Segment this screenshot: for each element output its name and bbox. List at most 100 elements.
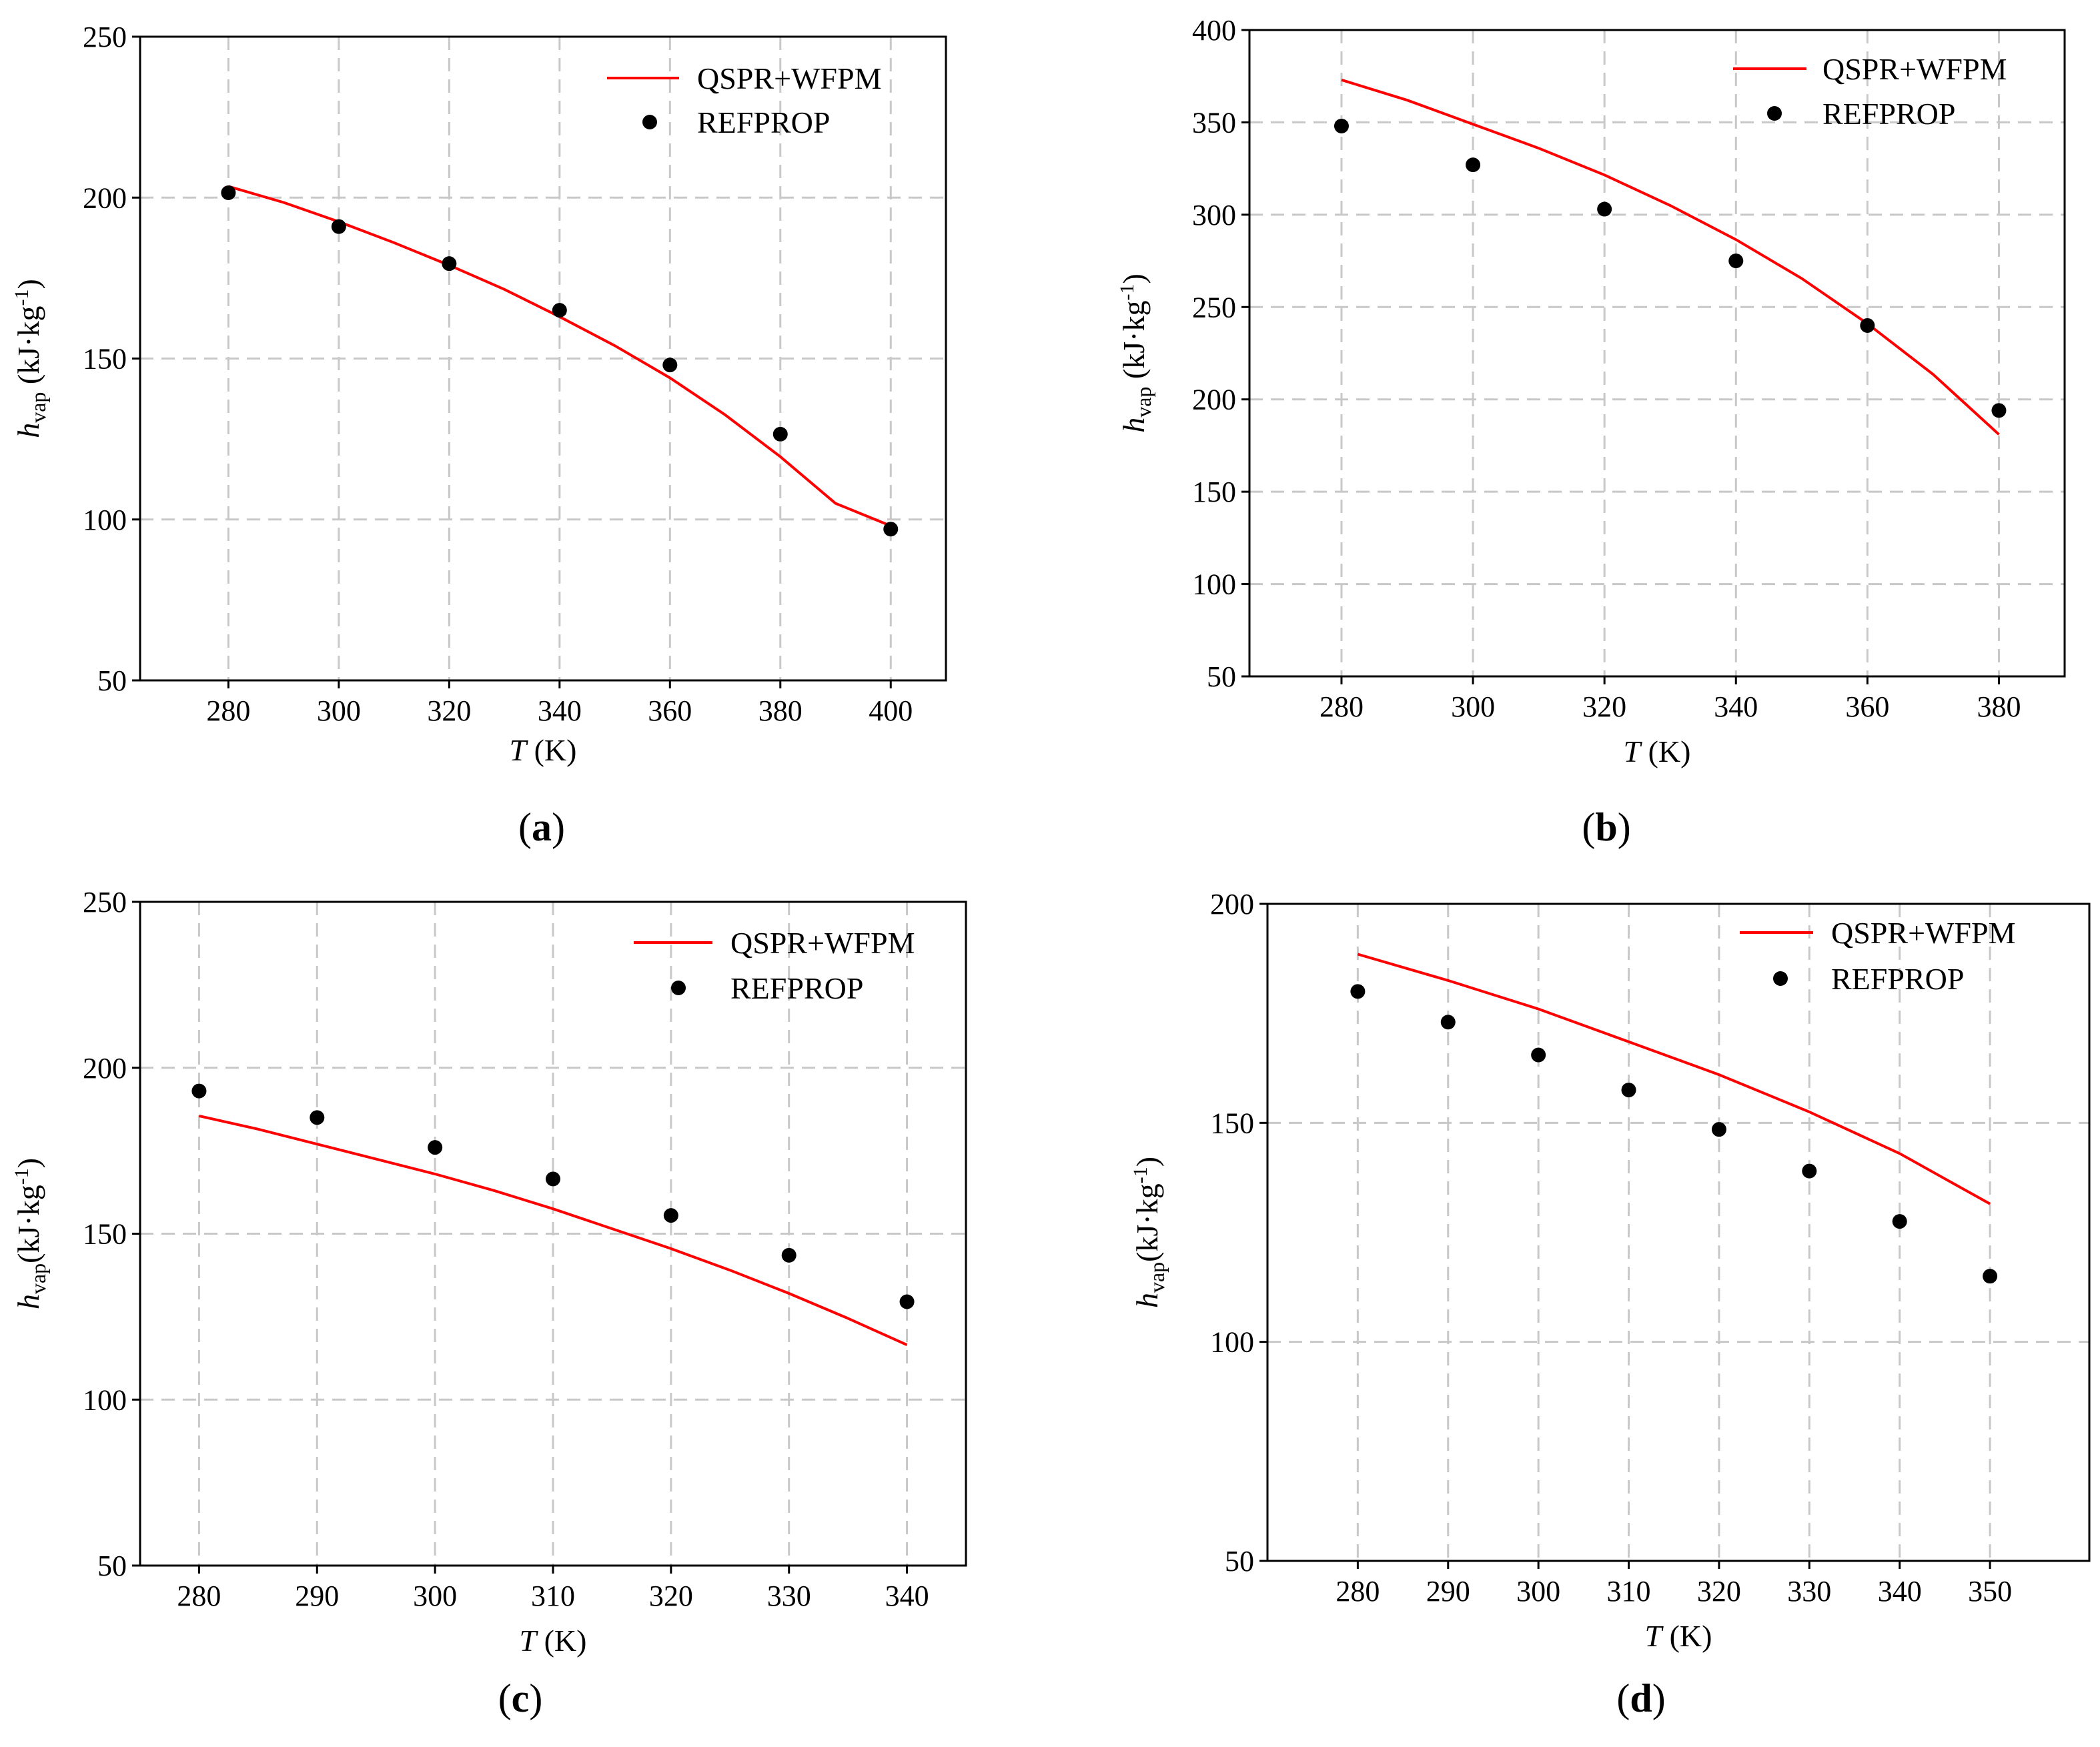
x-tick-label-d-330: 330 (1787, 1575, 1831, 1608)
panel-label-letter: a (532, 805, 552, 849)
x-tick-label-b-320: 320 (1582, 690, 1626, 723)
x-tick-label-d-340: 340 (1878, 1575, 1922, 1608)
data-point-refprop-d-290 (1440, 1015, 1456, 1030)
panel-label-paren-open: ( (1582, 805, 1595, 849)
y-axis-unit-close: ) (1117, 273, 1151, 283)
data-point-refprop-a-360 (662, 358, 678, 373)
y-axis-unit: (kJ·kg (1117, 301, 1151, 387)
data-point-refprop-b-340 (1728, 253, 1744, 269)
y-axis-unit-exponent: -1 (1116, 284, 1138, 301)
data-point-refprop-a-320 (442, 256, 457, 271)
plot-frame-d (1266, 903, 2091, 1562)
y-axis-unit: (kJ·kg (11, 1185, 45, 1263)
data-point-refprop-d-340 (1892, 1214, 1907, 1229)
x-tick-label-a-340: 340 (538, 694, 582, 727)
y-tick-label-c-150: 150 (83, 1218, 127, 1251)
y-axis-symbol: h (11, 1294, 45, 1309)
y-axis-subscript: vap (1145, 1262, 1169, 1293)
panel-label-letter: c (512, 1676, 530, 1720)
data-point-refprop-c-290 (310, 1110, 325, 1125)
x-tick-label-a-320: 320 (427, 694, 471, 727)
x-tick-label-c-300: 300 (413, 1580, 457, 1612)
legend-label-reference-a: REFPROP (697, 105, 830, 139)
data-point-refprop-d-330 (1802, 1163, 1817, 1179)
data-point-refprop-b-380 (1991, 403, 2007, 418)
chart-panel-b: 280 300 320 340 360 380 50 100 150 200 250 300 350 40… (1116, 14, 2066, 849)
y-tick-label-d-200: 200 (1210, 888, 1254, 921)
y-tick-label-a-150: 150 (83, 343, 127, 376)
y-axis-symbol: h (1117, 418, 1151, 433)
y-tick-label-b-100: 100 (1192, 568, 1236, 601)
y-axis-unit-exponent: -1 (1129, 1167, 1151, 1183)
panel-label-paren-open: ( (498, 1676, 512, 1720)
x-tick-label-a-380: 380 (758, 694, 803, 727)
legend-c: QSPR+WFPM REFPROP (634, 926, 915, 1005)
x-tick-label-d-350: 350 (1968, 1575, 2012, 1608)
y-tick-label-b-300: 300 (1192, 199, 1236, 231)
y-tick-label-c-250: 250 (83, 886, 127, 919)
legend-label-reference-c: REFPROP (730, 971, 863, 1005)
panel-label-paren-open: ( (1616, 1676, 1630, 1720)
y-tick-label-b-150: 150 (1192, 476, 1236, 508)
y-axis-subscript: vap (26, 1263, 50, 1294)
x-tick-label-c-330: 330 (767, 1580, 811, 1612)
legend-label-model-b: QSPR+WFPM (1822, 52, 2007, 86)
data-point-refprop-c-280 (191, 1083, 207, 1099)
x-axis-title-d: T (K) (1645, 1619, 1712, 1653)
data-point-refprop-d-310 (1621, 1083, 1636, 1098)
y-tick-label-a-250: 250 (83, 21, 127, 53)
x-tick-label-c-320: 320 (649, 1580, 693, 1612)
x-axis-title-a: T (K) (510, 733, 577, 767)
x-tick-label-d-280: 280 (1336, 1575, 1380, 1608)
y-tick-label-b-250: 250 (1192, 291, 1236, 324)
data-point-refprop-b-360 (1860, 318, 1875, 333)
x-tick-label-a-300: 300 (317, 694, 361, 727)
legend-point-symbol-c (671, 981, 686, 995)
data-point-refprop-c-320 (663, 1208, 678, 1223)
y-tick-label-b-400: 400 (1192, 14, 1236, 47)
data-point-refprop-a-400 (883, 522, 899, 537)
y-axis-unit: (kJ·kg (1130, 1183, 1164, 1262)
series-line-qspr-wfpm-d (1357, 953, 1991, 1205)
x-axis-symbol: T (520, 1624, 539, 1658)
panel-label-paren-open: ( (518, 805, 532, 849)
x-tick-label-c-310: 310 (531, 1580, 575, 1612)
data-point-refprop-d-350 (1983, 1269, 1998, 1284)
y-tick-label-c-200: 200 (83, 1052, 127, 1085)
x-tick-label-b-280: 280 (1320, 690, 1364, 723)
chart-panel-a: 280 300 320 340 360 380 400 50 100 150 200 250 T (K)… (11, 21, 947, 849)
y-tick-label-a-100: 100 (83, 504, 127, 536)
panel-label-c: (c) (498, 1676, 543, 1720)
chart-panel-c: 280 290 300 310 320 330 340 50 100 150 200 250 T (K)… (11, 886, 967, 1720)
chart-panel-d: 280 290 300 310 320 330 340 350 50 100 150 200 T (K)… (1129, 888, 2091, 1720)
panel-label-paren-close: ) (1618, 805, 1631, 849)
y-tick-label-b-50: 50 (1207, 660, 1236, 693)
legend-label-reference-d: REFPROP (1831, 962, 1964, 996)
x-axis-symbol: T (1624, 734, 1643, 768)
data-point-refprop-b-300 (1466, 157, 1481, 173)
y-axis-unit-close: ) (11, 279, 45, 289)
y-axis-unit-close: ) (11, 1158, 45, 1168)
x-axis-unit: (K) (526, 733, 576, 767)
data-point-refprop-a-380 (772, 426, 788, 442)
x-tick-label-c-340: 340 (885, 1580, 929, 1612)
legend-b: QSPR+WFPM REFPROP (1733, 52, 2007, 131)
data-point-refprop-b-280 (1334, 118, 1349, 133)
x-axis-symbol: T (510, 733, 529, 767)
data-point-refprop-c-340 (899, 1294, 915, 1309)
panel-label-paren-close: ) (1652, 1676, 1666, 1720)
legend-d: QSPR+WFPM REFPROP (1740, 916, 2016, 996)
y-tick-label-d-150: 150 (1210, 1107, 1254, 1139)
y-tick-label-c-50: 50 (97, 1550, 127, 1582)
y-axis-title-c: hvap(kJ·kg-1) (11, 1158, 50, 1309)
legend-point-symbol-b (1767, 106, 1782, 121)
legend-point-symbol-d (1773, 971, 1788, 986)
data-point-refprop-d-280 (1350, 984, 1366, 999)
series-line-qspr-wfpm-c (198, 1114, 908, 1347)
y-axis-subscript: vap (1131, 387, 1155, 418)
data-point-refprop-d-300 (1531, 1047, 1546, 1063)
data-point-refprop-b-320 (1597, 201, 1612, 217)
y-tick-label-d-50: 50 (1225, 1545, 1254, 1578)
data-point-refprop-a-280 (221, 185, 236, 201)
data-point-refprop-c-300 (428, 1140, 443, 1155)
